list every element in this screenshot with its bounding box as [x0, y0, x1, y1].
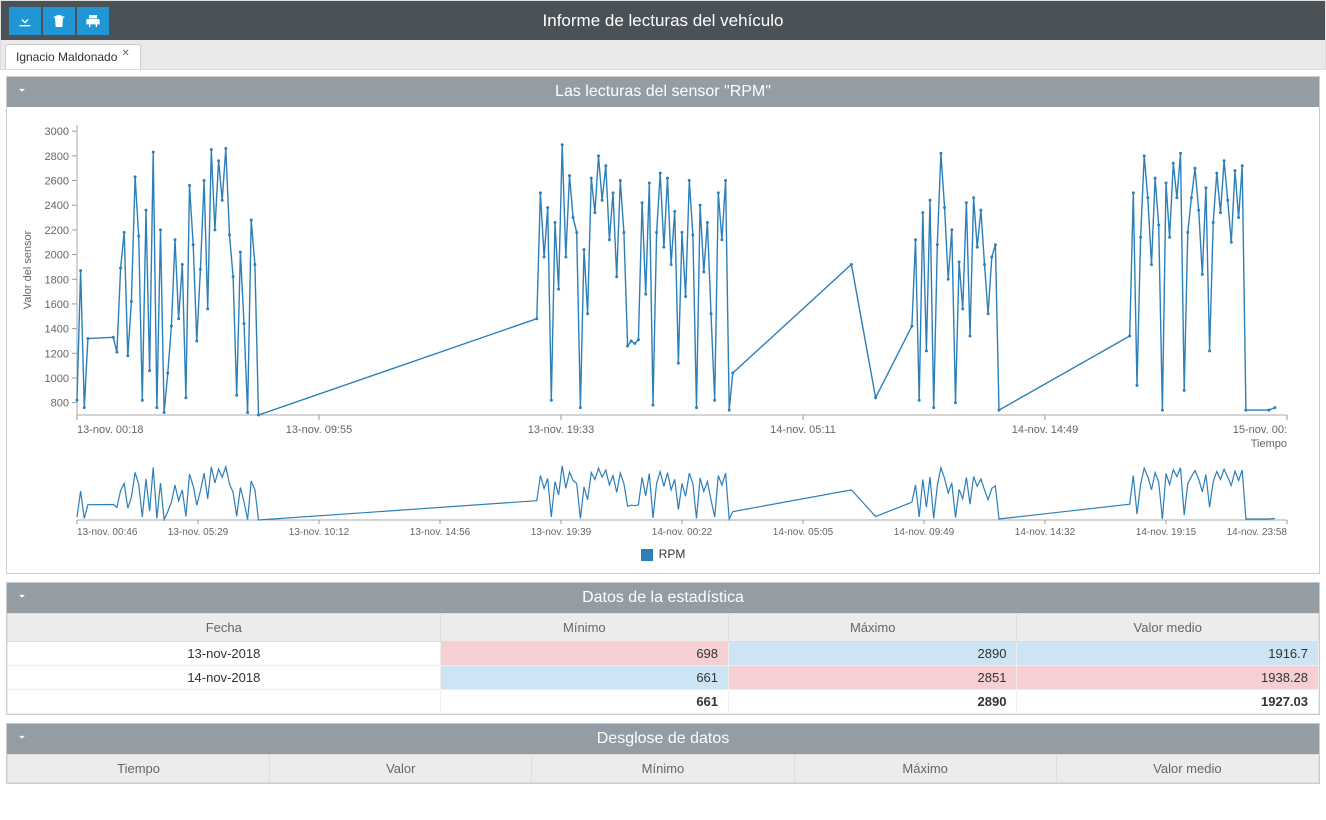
breakdown-panel-header: Desglose de datos: [7, 724, 1319, 754]
rpm-chart[interactable]: Valor del sensor 800 1000 1200 1400 1600 1800 2…: [17, 115, 1307, 455]
chevron-down-icon[interactable]: [7, 83, 37, 102]
chevron-down-icon[interactable]: [7, 730, 37, 749]
cell-date: 13-nov-2018: [8, 642, 441, 666]
cell-date: 14-nov-2018: [8, 666, 441, 690]
stats-table: Fecha Mínimo Máximo Valor medio 13-nov-2…: [7, 613, 1319, 714]
table-row: 13-nov-201869828901916.7: [8, 642, 1319, 666]
delete-button[interactable]: [43, 7, 75, 35]
col-min: Mínimo: [440, 614, 728, 642]
legend-label: RPM: [659, 547, 686, 561]
cell-min: 698: [440, 642, 728, 666]
stats-panel-title: Datos de la estadística: [7, 589, 1319, 607]
cell-max: 2851: [729, 666, 1017, 690]
svg-text:13-nov. 05:29: 13-nov. 05:29: [168, 527, 229, 538]
cell-min: 661: [440, 690, 728, 714]
download-button[interactable]: [9, 7, 41, 35]
svg-text:1800: 1800: [45, 274, 69, 286]
svg-text:14-nov. 09:49: 14-nov. 09:49: [894, 527, 955, 538]
col-avg: Valor medio: [1056, 755, 1318, 783]
col-max: Máximo: [794, 755, 1056, 783]
chart-legend: RPM: [17, 541, 1309, 563]
header-bar: Informe de lecturas del vehículo: [0, 0, 1326, 40]
table-header-row: Tiempo Valor Mínimo Máximo Valor medio: [8, 755, 1319, 783]
breakdown-table: Tiempo Valor Mínimo Máximo Valor medio: [7, 754, 1319, 783]
svg-text:800: 800: [51, 398, 69, 410]
svg-text:13-nov. 09:55: 13-nov. 09:55: [286, 424, 352, 436]
print-button[interactable]: [77, 7, 109, 35]
cell-max: 2890: [729, 642, 1017, 666]
legend-swatch: [641, 549, 653, 561]
cell-avg: 1938.28: [1017, 666, 1319, 690]
svg-text:3000: 3000: [45, 126, 69, 138]
svg-text:2200: 2200: [45, 225, 69, 237]
col-avg: Valor medio: [1017, 614, 1319, 642]
svg-text:1600: 1600: [45, 299, 69, 311]
tab-driver[interactable]: Ignacio Maldonado ✕: [5, 44, 141, 69]
svg-text:14-nov. 19:15: 14-nov. 19:15: [1136, 527, 1197, 538]
svg-text:Valor del sensor: Valor del sensor: [22, 230, 34, 309]
svg-text:Tiempo: Tiempo: [1251, 438, 1287, 450]
svg-text:13-nov. 00:46: 13-nov. 00:46: [77, 527, 138, 538]
svg-text:14-nov. 05:05: 14-nov. 05:05: [773, 527, 834, 538]
chart-panel: Las lecturas del sensor "RPM" Valor del …: [6, 76, 1320, 574]
svg-text:2400: 2400: [45, 200, 69, 212]
svg-text:14-nov. 14:49: 14-nov. 14:49: [1012, 424, 1078, 436]
stats-panel: Datos de la estadística Fecha Mínimo Máx…: [6, 582, 1320, 715]
col-min: Mínimo: [532, 755, 794, 783]
cell-min: 661: [440, 666, 728, 690]
chart-panel-header: Las lecturas del sensor "RPM": [7, 77, 1319, 107]
table-row: 14-nov-201866128511938.28: [8, 666, 1319, 690]
rpm-overview-chart[interactable]: 13-nov. 00:46 13-nov. 05:29 13-nov. 10:12 1…: [17, 458, 1307, 538]
cell-date: [8, 690, 441, 714]
col-tiempo: Tiempo: [8, 755, 270, 783]
chart-panel-title: Las lecturas del sensor "RPM": [7, 83, 1319, 101]
svg-text:14-nov. 14:32: 14-nov. 14:32: [1015, 527, 1076, 538]
svg-text:15-nov. 00:: 15-nov. 00:: [1233, 424, 1287, 436]
toolbar: [9, 7, 109, 35]
svg-text:13-nov. 14:56: 13-nov. 14:56: [410, 527, 471, 538]
tab-label: Ignacio Maldonado: [16, 50, 117, 64]
col-valor: Valor: [270, 755, 532, 783]
svg-text:14-nov. 23:58: 14-nov. 23:58: [1227, 527, 1288, 538]
stats-panel-header: Datos de la estadística: [7, 583, 1319, 613]
svg-text:13-nov. 19:39: 13-nov. 19:39: [531, 527, 592, 538]
svg-text:1400: 1400: [45, 324, 69, 336]
breakdown-panel-title: Desglose de datos: [7, 730, 1319, 748]
svg-text:1200: 1200: [45, 348, 69, 360]
col-max: Máximo: [729, 614, 1017, 642]
tab-strip: Ignacio Maldonado ✕: [0, 40, 1326, 70]
svg-text:13-nov. 19:33: 13-nov. 19:33: [528, 424, 594, 436]
close-icon[interactable]: ✕: [121, 48, 129, 59]
svg-text:13-nov. 00:18: 13-nov. 00:18: [77, 424, 143, 436]
chart-body: Valor del sensor 800 1000 1200 1400 1600 1800 2…: [7, 107, 1319, 573]
col-fecha: Fecha: [8, 614, 441, 642]
cell-avg: 1916.7: [1017, 642, 1319, 666]
cell-avg: 1927.03: [1017, 690, 1319, 714]
svg-text:13-nov. 10:12: 13-nov. 10:12: [289, 527, 350, 538]
svg-text:2800: 2800: [45, 151, 69, 163]
page-title: Informe de lecturas del vehículo: [1, 11, 1325, 31]
svg-text:14-nov. 00:22: 14-nov. 00:22: [652, 527, 713, 538]
chevron-down-icon[interactable]: [7, 589, 37, 608]
table-row-totals: 66128901927.03: [8, 690, 1319, 714]
breakdown-panel: Desglose de datos Tiempo Valor Mínimo Má…: [6, 723, 1320, 784]
svg-text:1000: 1000: [45, 373, 69, 385]
cell-max: 2890: [729, 690, 1017, 714]
svg-text:14-nov. 05:11: 14-nov. 05:11: [770, 424, 836, 436]
table-header-row: Fecha Mínimo Máximo Valor medio: [8, 614, 1319, 642]
svg-text:2600: 2600: [45, 176, 69, 188]
svg-text:2000: 2000: [45, 250, 69, 262]
